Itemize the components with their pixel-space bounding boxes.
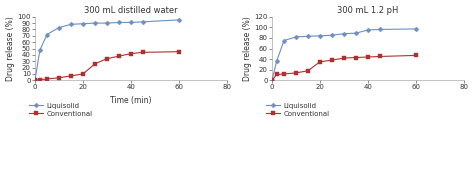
Liquisolid [377, 28, 383, 31]
Conventional [104, 58, 110, 60]
Line: Conventional: Conventional [270, 54, 418, 82]
Line: Liquisolid: Liquisolid [33, 18, 181, 82]
Conventional [353, 56, 359, 59]
Liquisolid [281, 39, 287, 42]
Conventional [32, 79, 38, 81]
Liquisolid [92, 22, 98, 24]
Line: Conventional: Conventional [33, 50, 181, 82]
Conventional [68, 75, 74, 77]
Conventional [293, 72, 299, 74]
Liquisolid [305, 35, 311, 37]
Conventional [140, 51, 146, 53]
Conventional [281, 73, 287, 75]
Y-axis label: Drug release (%): Drug release (%) [243, 16, 252, 81]
Liquisolid [140, 21, 146, 23]
Legend: Liquisolid, Conventional: Liquisolid, Conventional [29, 103, 92, 117]
Title: 300 mL 1.2 pH: 300 mL 1.2 pH [337, 6, 399, 14]
Liquisolid [116, 21, 122, 24]
Liquisolid [269, 79, 275, 81]
Liquisolid [329, 34, 335, 36]
Conventional [80, 73, 86, 75]
Liquisolid [353, 32, 359, 34]
Y-axis label: Drug release (%): Drug release (%) [6, 16, 15, 81]
Conventional [92, 63, 98, 65]
Liquisolid [32, 79, 38, 81]
Conventional [176, 51, 182, 53]
Line: Liquisolid: Liquisolid [270, 27, 418, 82]
Liquisolid [176, 19, 182, 21]
Conventional [413, 54, 419, 57]
Liquisolid [128, 21, 134, 24]
Title: 300 mL distilled water: 300 mL distilled water [84, 6, 178, 14]
Liquisolid [413, 28, 419, 30]
Conventional [305, 70, 311, 72]
Liquisolid [274, 60, 280, 62]
Conventional [56, 77, 62, 79]
Conventional [116, 55, 122, 57]
Conventional [317, 61, 323, 63]
Liquisolid [68, 23, 74, 26]
Liquisolid [341, 33, 347, 35]
Conventional [44, 78, 50, 80]
Conventional [377, 55, 383, 58]
Conventional [128, 52, 134, 55]
Liquisolid [365, 29, 371, 31]
Liquisolid [56, 26, 62, 29]
Conventional [341, 57, 347, 59]
X-axis label: Time (min): Time (min) [110, 96, 152, 105]
Liquisolid [104, 22, 110, 24]
Conventional [37, 79, 43, 81]
Liquisolid [317, 35, 323, 37]
Liquisolid [293, 36, 299, 38]
Liquisolid [44, 33, 50, 36]
Legend: Liquisolid, Conventional: Liquisolid, Conventional [266, 103, 329, 117]
Liquisolid [37, 49, 43, 52]
Liquisolid [80, 23, 86, 25]
Conventional [365, 56, 371, 58]
Conventional [329, 59, 335, 61]
Conventional [269, 79, 275, 81]
Conventional [274, 73, 280, 76]
